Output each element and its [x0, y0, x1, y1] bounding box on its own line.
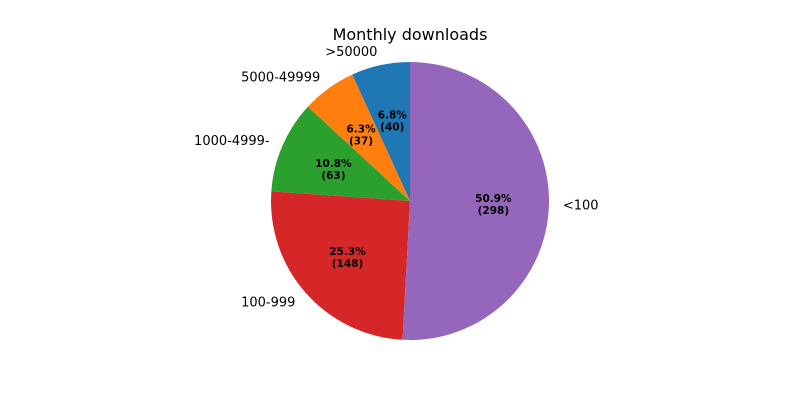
pie-slices [271, 62, 549, 340]
percent-label-50000: 6.8% [378, 110, 408, 122]
count-label-1000-4999: (63) [321, 170, 345, 182]
count-label-100: (298) [478, 205, 510, 217]
pie-slice-50000 [352, 62, 410, 201]
pie-slice-100-999 [271, 191, 410, 340]
category-label-100-999: 100-999 [241, 296, 295, 311]
count-label-100-999: (148) [332, 258, 364, 270]
percent-label-1000-4999: 10.8% [315, 158, 352, 170]
percent-label-5000-49999: 6.3% [346, 123, 376, 135]
pie-slice-100 [402, 62, 549, 340]
category-label-5000-49999: 5000-49999 [241, 71, 320, 86]
category-label-100: <100 [563, 199, 599, 214]
percent-label-100: 50.9% [475, 193, 512, 205]
category-label-50000: >50000 [325, 45, 377, 60]
count-label-5000-49999: (37) [349, 135, 373, 147]
pie-labels: >50000 6.8%(40) 5000-49999 6.3%(37) 1000-499… [194, 45, 599, 311]
category-label-1000-4999: 1000-4999- [194, 134, 270, 149]
percent-label-100-999: 25.3% [329, 246, 366, 258]
chart-title: Monthly downloads [333, 25, 488, 44]
pie-slice-5000-49999 [307, 74, 410, 201]
count-label-50000: (40) [380, 122, 404, 134]
pie-slice-1000-4999 [271, 106, 410, 201]
